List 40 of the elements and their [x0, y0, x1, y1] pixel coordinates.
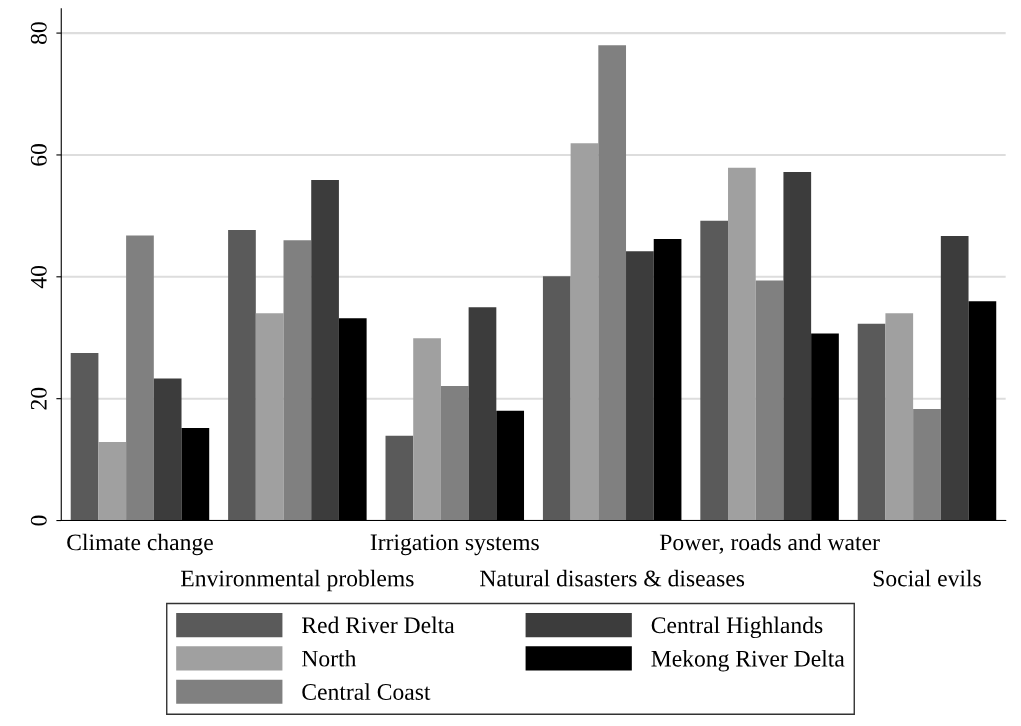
bar — [857, 323, 886, 521]
x-tick-label: Natural disasters & diseases — [480, 569, 745, 587]
bar — [700, 220, 729, 521]
bar — [598, 45, 627, 521]
legend-label: North — [302, 649, 357, 667]
bar — [440, 385, 469, 521]
bar — [728, 167, 756, 521]
bar — [542, 276, 571, 521]
bar — [755, 280, 784, 521]
bar — [885, 313, 914, 521]
legend-label: Mekong River Delta — [651, 650, 845, 672]
bar — [413, 338, 441, 521]
legend-label: Red River Delta — [302, 616, 455, 634]
bar — [385, 435, 414, 521]
bar — [228, 229, 256, 521]
x-tick-label: Climate change — [67, 533, 213, 556]
bar — [468, 307, 497, 521]
y-tick-label: 60 — [30, 144, 47, 166]
bar — [940, 235, 969, 521]
bar — [283, 240, 312, 521]
bar — [98, 441, 127, 521]
bar — [913, 409, 941, 521]
bar — [783, 172, 812, 521]
bar — [153, 378, 182, 521]
bar — [626, 251, 654, 521]
x-tick-label: Social evils — [873, 569, 981, 587]
y-tick-label: 0 — [30, 515, 47, 526]
y-tick-label: 40 — [30, 265, 47, 289]
x-tick-label: Environmental problems — [181, 569, 414, 592]
x-tick-label: Power, roads and water — [659, 533, 880, 554]
y-tick-label: 20 — [30, 387, 47, 410]
bar — [126, 235, 154, 521]
bar — [311, 179, 339, 521]
x-tick-label: Irrigation systems — [370, 534, 539, 556]
y-tick-label: 80 — [30, 22, 47, 44]
legend-label: Central Highlands — [651, 616, 823, 639]
legend-label: Central Coast — [302, 683, 431, 700]
bar — [255, 313, 284, 521]
bar — [570, 143, 599, 521]
bar — [70, 352, 99, 521]
